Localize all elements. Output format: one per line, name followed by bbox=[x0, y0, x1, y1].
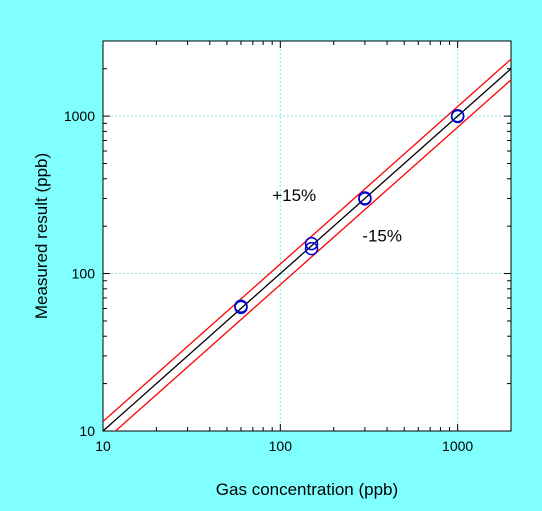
tolerance-line bbox=[114, 78, 511, 431]
axes-layer: 10 100 1000 10 100 1000 bbox=[64, 41, 511, 454]
annotation-minus-15: -15% bbox=[362, 226, 402, 245]
data-point bbox=[304, 236, 319, 251]
plot-area bbox=[102, 40, 512, 432]
x-tick-label: 10 bbox=[95, 438, 111, 454]
data-point bbox=[450, 109, 465, 123]
y-axis-label: Measured result (ppb) bbox=[32, 153, 51, 319]
annotation-plus-15: +15% bbox=[272, 186, 316, 205]
y-tick-label: 1000 bbox=[64, 108, 95, 124]
y-tick-label: 100 bbox=[72, 266, 96, 282]
data-point bbox=[358, 191, 372, 205]
data-point bbox=[234, 299, 248, 313]
lines-layer bbox=[103, 58, 511, 431]
points-layer bbox=[234, 109, 465, 315]
x-axis-label: Gas concentration (ppb) bbox=[216, 480, 398, 499]
data-point bbox=[304, 241, 319, 256]
tolerance-line bbox=[103, 58, 511, 423]
identity-line bbox=[103, 67, 511, 431]
x-tick-label: 1000 bbox=[442, 438, 473, 454]
y-tick-label: 10 bbox=[79, 423, 95, 439]
x-tick-label: 100 bbox=[269, 438, 293, 454]
